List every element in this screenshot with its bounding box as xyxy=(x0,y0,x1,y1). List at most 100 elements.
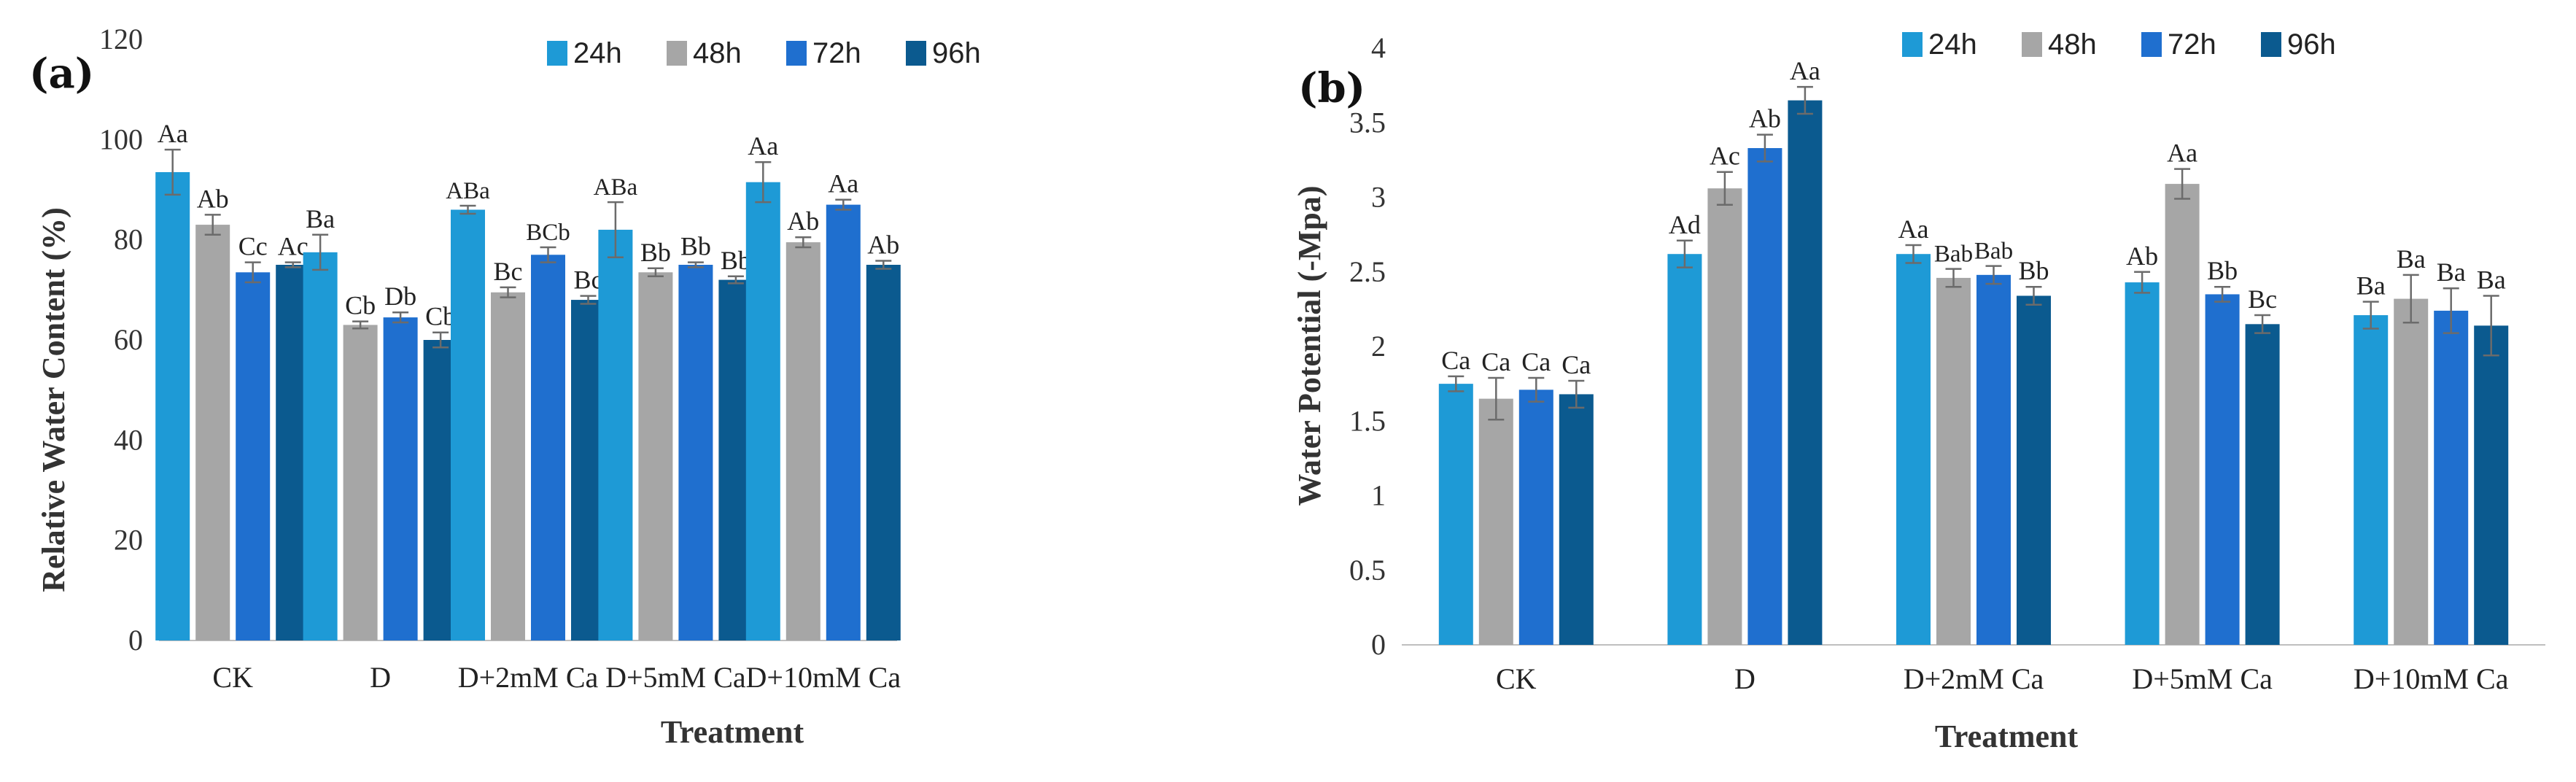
panel-a-y-tick-labels: 0 20 40 60 80 100 120 xyxy=(99,23,143,657)
panel-a-y-axis-title: Relative Water Content (%) xyxy=(36,207,71,592)
bar xyxy=(1478,398,1513,645)
bar xyxy=(2245,324,2280,645)
significance-label: Aa xyxy=(158,119,188,148)
y-tick-label: 3 xyxy=(1371,181,1386,214)
significance-label: Bb xyxy=(2207,256,2238,285)
bar xyxy=(1936,277,1971,645)
category-label: D+10mM Ca xyxy=(746,661,901,694)
legend-swatch xyxy=(1902,32,1923,57)
y-tick-label: 0.5 xyxy=(1349,554,1386,586)
category-label: CK xyxy=(212,661,253,694)
panel-a-x-axis-title: Treatment xyxy=(661,714,804,750)
panel-a-label: (a) xyxy=(29,50,94,98)
legend-swatch xyxy=(667,41,687,66)
bar xyxy=(195,225,230,641)
panel-b-y-axis-title: Water Potential (-Mpa) xyxy=(1292,185,1327,506)
significance-label: Ab xyxy=(197,184,229,213)
significance-label: Bc xyxy=(574,266,603,295)
bar xyxy=(638,272,673,640)
bar xyxy=(2354,315,2389,645)
bar xyxy=(1438,384,1473,645)
significance-label: Ab xyxy=(787,206,819,236)
significance-label: Bb xyxy=(640,238,671,267)
panel-b-x-axis-title: Treatment xyxy=(1935,719,2079,754)
y-tick-label: 1.5 xyxy=(1349,404,1386,437)
legend-label: 96h xyxy=(932,37,981,69)
bar xyxy=(1976,274,2011,645)
bar xyxy=(826,204,861,641)
legend-label: 48h xyxy=(693,37,742,69)
significance-label: Aa xyxy=(828,169,858,198)
bar xyxy=(2125,282,2160,645)
panel-b-y-tick-labels: 0 0.5 1 1.5 2 2.5 3 3.5 4 xyxy=(1349,31,1386,661)
category-label: D+10mM Ca xyxy=(2354,662,2509,695)
significance-label: Ba xyxy=(2356,271,2386,301)
significance-label: Bb xyxy=(680,232,711,261)
significance-label: Ba xyxy=(2477,265,2506,294)
significance-label: Bc xyxy=(494,257,523,286)
bar xyxy=(236,272,271,640)
legend-swatch xyxy=(2141,32,2162,57)
significance-label: Aa xyxy=(1790,56,1820,85)
panel-a: (a) Relative Water Content (%) Treatment… xyxy=(29,23,981,750)
bar xyxy=(745,182,780,640)
bar xyxy=(1559,394,1594,645)
category-label: D+5mM Ca xyxy=(605,661,746,694)
significance-label: Ad xyxy=(1669,210,1701,239)
panel-a-category-labels: CK D D+2mM Ca D+5mM Ca D+10mM Ca xyxy=(212,661,901,694)
panel-a-legend: 24h 48h 72h 96h xyxy=(547,37,981,69)
panel-b: (b) Water Potential (-Mpa) Treatment 0 0… xyxy=(1292,28,2545,754)
significance-label: Ca xyxy=(1561,350,1591,379)
significance-label: BCb xyxy=(526,220,570,246)
legend-label: 24h xyxy=(573,37,622,69)
bar xyxy=(383,317,418,640)
y-tick-label: 2 xyxy=(1371,330,1386,363)
legend-swatch xyxy=(2022,32,2042,57)
significance-label: Ca xyxy=(1481,347,1510,376)
y-tick-label: 1 xyxy=(1371,479,1386,512)
significance-label: Ca xyxy=(1521,347,1551,376)
legend-label: 48h xyxy=(2048,28,2097,61)
category-label: D+2mM Ca xyxy=(458,661,599,694)
significance-label: Aa xyxy=(1898,214,1929,244)
y-tick-label: 2.5 xyxy=(1349,255,1386,288)
significance-label: Bb xyxy=(2018,256,2049,285)
y-tick-label: 20 xyxy=(114,524,143,557)
significance-label: Bab xyxy=(1934,241,1973,268)
bar xyxy=(598,229,633,640)
bar xyxy=(2394,298,2429,645)
significance-label: Cb xyxy=(345,291,376,320)
bar xyxy=(678,265,713,640)
legend-label: 72h xyxy=(2168,28,2216,61)
significance-label: Bc xyxy=(2248,284,2277,314)
bar xyxy=(155,171,190,640)
significance-label: Cc xyxy=(238,232,268,261)
significance-label: ABa xyxy=(446,178,490,204)
panel-b-label: (b) xyxy=(1298,64,1365,112)
category-label: D xyxy=(1734,662,1756,695)
y-tick-label: 0 xyxy=(1371,628,1386,661)
panel-b-legend: 24h 48h 72h 96h xyxy=(1902,28,2336,61)
bar xyxy=(1518,390,1553,645)
significance-label: ABa xyxy=(594,174,638,201)
legend-swatch xyxy=(2261,32,2281,57)
bar xyxy=(2474,325,2509,645)
bar xyxy=(785,242,820,641)
bar xyxy=(1788,100,1823,645)
significance-label: Ba xyxy=(2397,244,2426,274)
y-tick-label: 40 xyxy=(114,423,143,456)
y-tick-label: 0 xyxy=(128,624,143,657)
bar xyxy=(2017,295,2051,645)
bar xyxy=(491,292,525,640)
bar xyxy=(343,325,378,640)
category-label: CK xyxy=(1496,662,1537,695)
y-tick-label: 120 xyxy=(99,23,143,55)
bar xyxy=(1747,148,1782,645)
bar xyxy=(451,209,485,640)
significance-label: Db xyxy=(384,282,416,311)
bar xyxy=(303,252,338,640)
significance-label: Ab xyxy=(1749,104,1781,133)
significance-label: Ba xyxy=(306,204,335,233)
significance-label: Ab xyxy=(867,231,899,260)
significance-label: Ba xyxy=(2437,258,2466,287)
